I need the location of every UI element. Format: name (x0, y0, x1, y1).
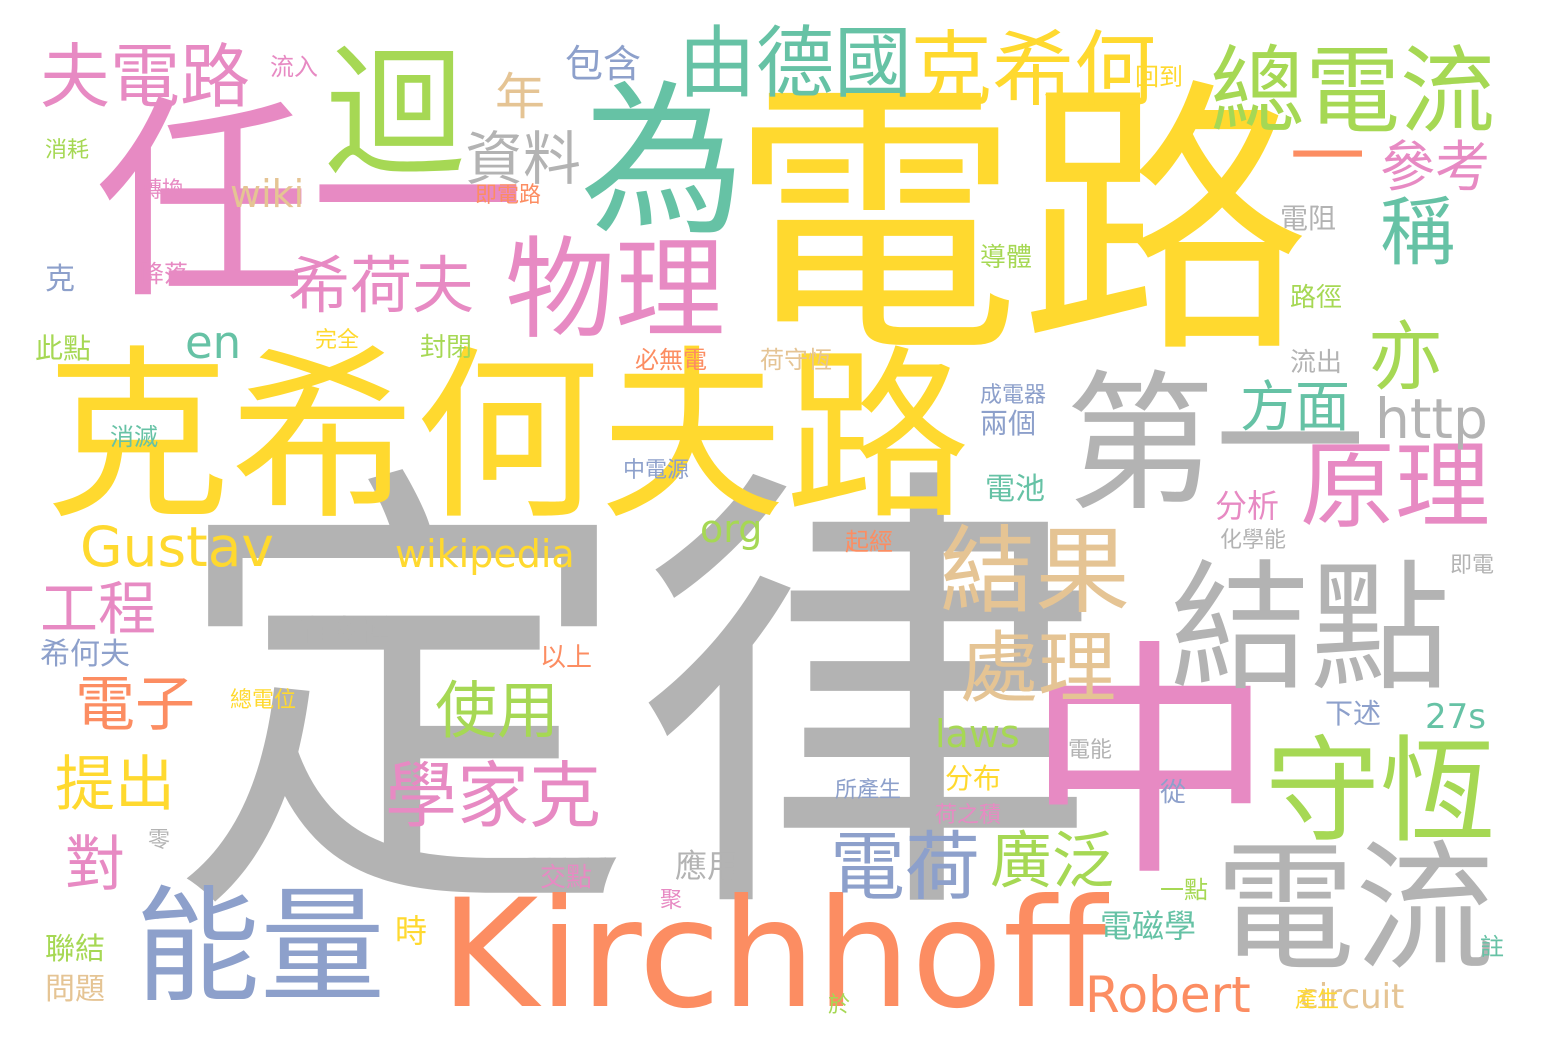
word-問題: 問題 (45, 972, 105, 1007)
word-工程: 工程 (40, 575, 157, 643)
word-包含: 包含 (565, 42, 642, 86)
word-完全: 完全 (315, 328, 360, 353)
word-分布: 分布 (945, 762, 1002, 795)
word-即電路: 即電路 (475, 183, 542, 208)
word-wikipedia: wikipedia (395, 532, 575, 576)
word-電能: 電能 (1068, 738, 1113, 763)
word-電路: 電路 (730, 56, 1310, 393)
word-http: http (1375, 387, 1488, 451)
word-亦: 亦 (1368, 313, 1444, 401)
word-守恆: 守恆 (1265, 725, 1496, 859)
word-零: 零 (148, 828, 171, 853)
word-電池: 電池 (985, 472, 1045, 507)
word-荷之積: 荷之積 (935, 803, 1002, 828)
word-結果: 結果 (940, 517, 1131, 627)
word-第一: 第一 (1065, 358, 1366, 532)
word-交點: 交點 (540, 863, 593, 893)
word-下述: 下述 (1325, 697, 1382, 730)
word-應用: 應用 (675, 847, 740, 885)
word-能量: 能量 (135, 875, 385, 1020)
word-wiki: wiki (230, 172, 305, 216)
word-分析: 分析 (1215, 487, 1280, 525)
word-克希何夫路: 克希何夫路 (45, 329, 970, 545)
word-參考: 參考 (1380, 135, 1491, 199)
word-有多種: 有多種 (300, 614, 390, 649)
word-產生: 產生 (1295, 988, 1340, 1013)
word-電子: 電子 (75, 670, 195, 740)
word-為: 為 (580, 66, 745, 258)
word-回到: 回到 (1135, 63, 1183, 91)
word-聚: 聚 (660, 888, 683, 913)
word-即電: 即電 (1450, 553, 1495, 578)
word-電流: 電流 (1215, 828, 1496, 991)
word-必無電: 必無電 (635, 346, 707, 374)
word-夫電路: 夫電路 (40, 36, 250, 118)
word-中電源: 中電源 (623, 458, 690, 483)
word-任一: 任一 (95, 77, 525, 328)
word-提出: 提出 (55, 750, 175, 820)
word-org: org (700, 507, 763, 551)
word-中: 中 (1025, 619, 1275, 910)
word-使用: 使用 (435, 674, 560, 747)
word-成電器: 成電器 (980, 383, 1047, 408)
word-Gustav: Gustav (80, 515, 274, 579)
word-學家克: 學家克 (385, 754, 602, 838)
word-此點: 此點 (35, 332, 92, 365)
word-電磁學: 電磁學 (1100, 907, 1197, 945)
word-註: 註 (1480, 933, 1504, 961)
word-總電流: 總電流 (1210, 37, 1496, 147)
word-對: 對 (65, 830, 125, 900)
word-克: 克 (45, 262, 75, 297)
word-兩個: 兩個 (980, 407, 1037, 440)
word-circuit: circuit (1300, 977, 1405, 1017)
word-一點: 一點 (1160, 876, 1208, 904)
word-結點: 結點 (1170, 548, 1451, 711)
word-由德國: 由德國 (678, 19, 913, 109)
word-消耗: 消耗 (45, 138, 90, 163)
word-方面: 方面 (1240, 375, 1351, 439)
word-導體: 導體 (980, 243, 1033, 273)
word-迴: 迴 (325, 33, 466, 196)
word-原理: 原理 (1300, 432, 1491, 542)
word-以上: 以上 (540, 643, 593, 673)
word-Robert: Robert (1085, 966, 1251, 1024)
word-一: 一 (1290, 113, 1366, 201)
word-於: 於 (828, 993, 851, 1018)
word-路徑: 路徑 (1290, 283, 1343, 313)
word-荷守恆: 荷守恆 (760, 346, 832, 374)
word-聯結: 聯結 (45, 932, 105, 967)
word-希荷夫: 希荷夫 (288, 249, 475, 322)
word-化學能: 化學能 (1220, 528, 1287, 553)
word-定律: 定律 (170, 431, 1100, 973)
word-所產生: 所產生 (835, 778, 902, 803)
word-起經: 起經 (845, 528, 893, 556)
word-時: 時 (395, 912, 428, 950)
word-稱: 稱 (1380, 188, 1456, 276)
word-希何夫: 希何夫 (40, 637, 130, 672)
word-廣泛: 廣泛 (990, 824, 1115, 897)
word-物理: 物理 (505, 226, 725, 354)
word-電阻: 電阻 (1280, 202, 1337, 235)
word-流入: 流入 (270, 53, 318, 81)
word-轉換: 轉換 (140, 178, 185, 203)
word-封閉: 封閉 (420, 333, 473, 363)
word-從: 從 (1160, 778, 1187, 808)
word-en: en (185, 316, 242, 369)
word-電荷: 電荷 (830, 823, 981, 911)
word-27s: 27s (1425, 697, 1486, 737)
word-Kirchhoff: Kirchhoff (440, 868, 1107, 1042)
word-資料: 資料 (465, 125, 582, 193)
word-處理: 處理 (960, 624, 1117, 714)
word-年: 年 (495, 68, 545, 126)
word-總電位: 總電位 (230, 688, 297, 713)
word-消滅: 消滅 (110, 423, 158, 451)
word-laws: laws (935, 712, 1020, 756)
word-降落: 降落 (140, 260, 188, 288)
word-流出: 流出 (1290, 348, 1343, 378)
word-克希何: 克希何 (910, 23, 1157, 118)
